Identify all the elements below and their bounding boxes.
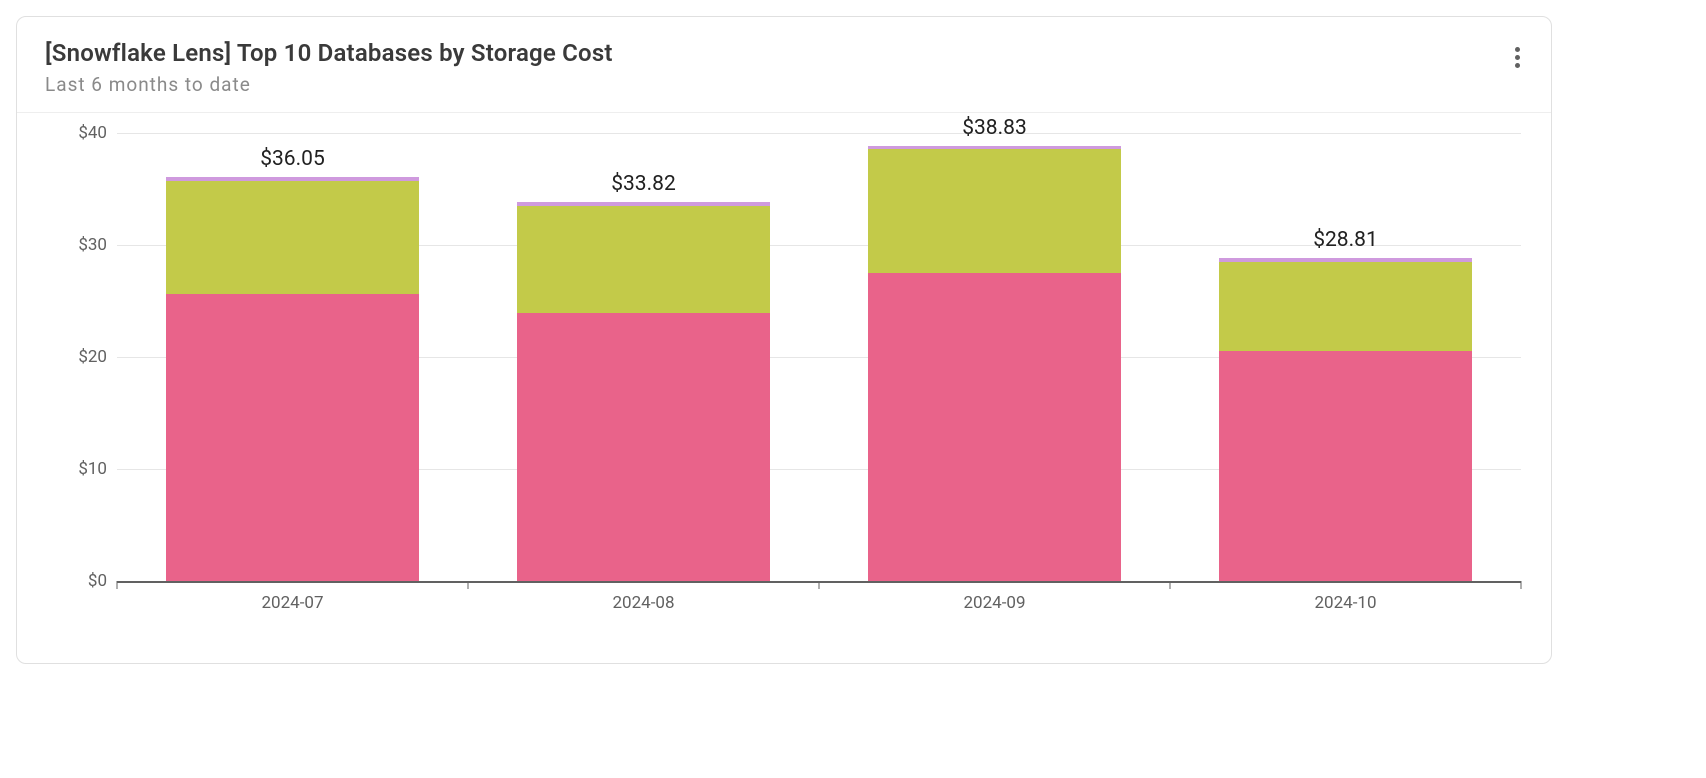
y-axis-tick-label: $10 xyxy=(47,459,107,479)
y-axis-tick-label: $30 xyxy=(47,235,107,255)
x-axis-tick-mark xyxy=(1521,581,1522,589)
bar-total-label: $36.05 xyxy=(260,147,325,171)
bar-segment-pink[interactable] xyxy=(517,313,770,581)
card-header: [Snowflake Lens] Top 10 Databases by Sto… xyxy=(17,17,1551,113)
gridline xyxy=(117,133,1521,134)
bar-segment-violet[interactable] xyxy=(868,146,1121,149)
card-menu-button[interactable] xyxy=(1501,41,1533,73)
plot-area: $0$10$20$30$40$36.052024-07$33.822024-08… xyxy=(117,133,1521,583)
x-axis-tick-label: 2024-08 xyxy=(612,593,674,613)
bar-total-label: $38.83 xyxy=(962,116,1027,140)
bar-segment-pink[interactable] xyxy=(1219,351,1472,581)
bar-segment-violet[interactable] xyxy=(1219,258,1472,261)
y-axis-tick-label: $40 xyxy=(47,123,107,143)
x-axis-tick-mark xyxy=(117,581,118,589)
x-axis-tick-mark xyxy=(819,581,820,589)
x-axis-tick-label: 2024-07 xyxy=(261,593,323,613)
bar-segment-violet[interactable] xyxy=(517,202,770,205)
bar-segment-olive[interactable] xyxy=(1219,262,1472,352)
bar-total-label: $33.82 xyxy=(611,172,676,196)
bar-segment-violet[interactable] xyxy=(166,177,419,180)
bar-segment-olive[interactable] xyxy=(166,181,419,295)
x-axis-tick-label: 2024-10 xyxy=(1314,593,1376,613)
x-axis-tick-mark xyxy=(468,581,469,589)
chart-container: $0 $10 $20 $30 $40 $36.05 2024-07 $33.82 2024-08… xyxy=(17,113,1551,663)
bar-total-label: $28.81 xyxy=(1313,228,1378,252)
more-vert-icon xyxy=(1515,55,1520,60)
bar-segment-olive[interactable] xyxy=(868,149,1121,273)
stacked-bar-chart: $0 $10 $20 $30 $40 $36.05 2024-07 $33.82 2024-08… xyxy=(37,123,1531,643)
bar-segment-pink[interactable] xyxy=(868,273,1121,581)
chart-card: [Snowflake Lens] Top 10 Databases by Sto… xyxy=(16,16,1552,664)
y-axis-tick-label: $20 xyxy=(47,347,107,367)
card-title: [Snowflake Lens] Top 10 Databases by Sto… xyxy=(45,39,1523,67)
bar-segment-pink[interactable] xyxy=(166,294,419,581)
bar-segment-olive[interactable] xyxy=(517,206,770,314)
x-axis-tick-label: 2024-09 xyxy=(963,593,1025,613)
card-subtitle: Last 6 months to date xyxy=(45,73,1523,96)
y-axis-tick-label: $0 xyxy=(47,571,107,591)
x-axis-tick-mark xyxy=(1170,581,1171,589)
